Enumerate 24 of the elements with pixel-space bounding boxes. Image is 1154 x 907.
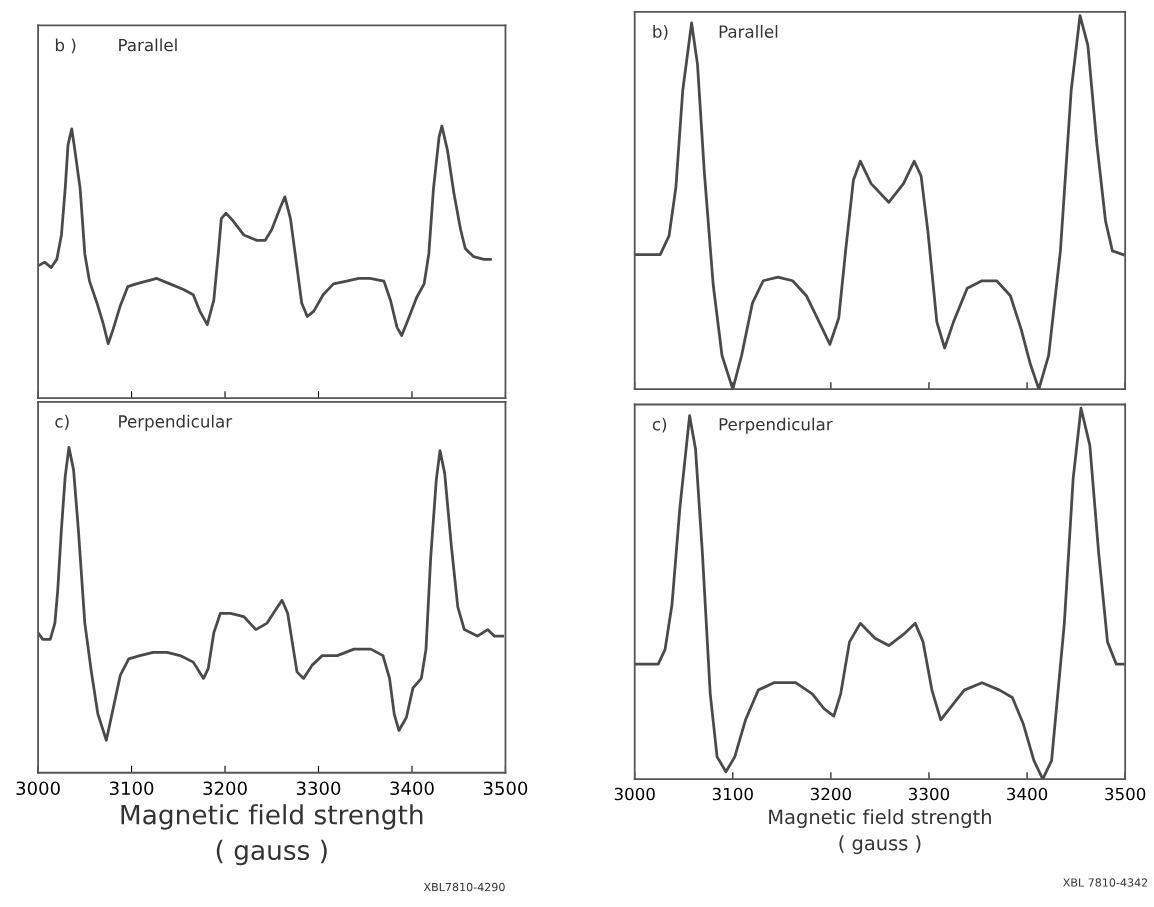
x-axis-title: Magnetic field strength ( gauss ) xyxy=(769,809,991,855)
chart-subtitle: Parallel xyxy=(719,25,778,38)
x-tick-label: 3200 xyxy=(810,787,851,801)
x-tick-label: 3500 xyxy=(483,781,528,796)
x-tick-label: 3400 xyxy=(1007,787,1048,801)
text: b) xyxy=(653,25,668,40)
text: Perpendicular xyxy=(719,417,833,434)
x-tick-label: 3300 xyxy=(909,787,950,801)
chart-title: c) xyxy=(55,414,69,430)
text: XBL 7810-4342 xyxy=(1063,878,1148,887)
x-tick-label: 3400 xyxy=(390,781,434,796)
chart-subtitle: Parallel xyxy=(119,38,177,52)
x-tick-label: 3100 xyxy=(712,787,753,801)
text: XBL7810-4290 xyxy=(423,882,505,892)
x-tick-label: 3100 xyxy=(109,781,154,796)
chart-subtitle: Perpendicular xyxy=(119,414,233,431)
x-tick-label: 3000 xyxy=(16,781,60,796)
x-tick-label: 3300 xyxy=(296,781,341,796)
x-tick-label: 3000 xyxy=(614,787,655,801)
x-axis-title: Magnetic field strength ( gauss ) xyxy=(121,804,423,866)
chart-title: b ) xyxy=(55,38,76,54)
x-tick-label: 3200 xyxy=(203,781,247,796)
x-tick-label: 3500 xyxy=(1105,787,1146,801)
text: c) xyxy=(652,417,667,433)
